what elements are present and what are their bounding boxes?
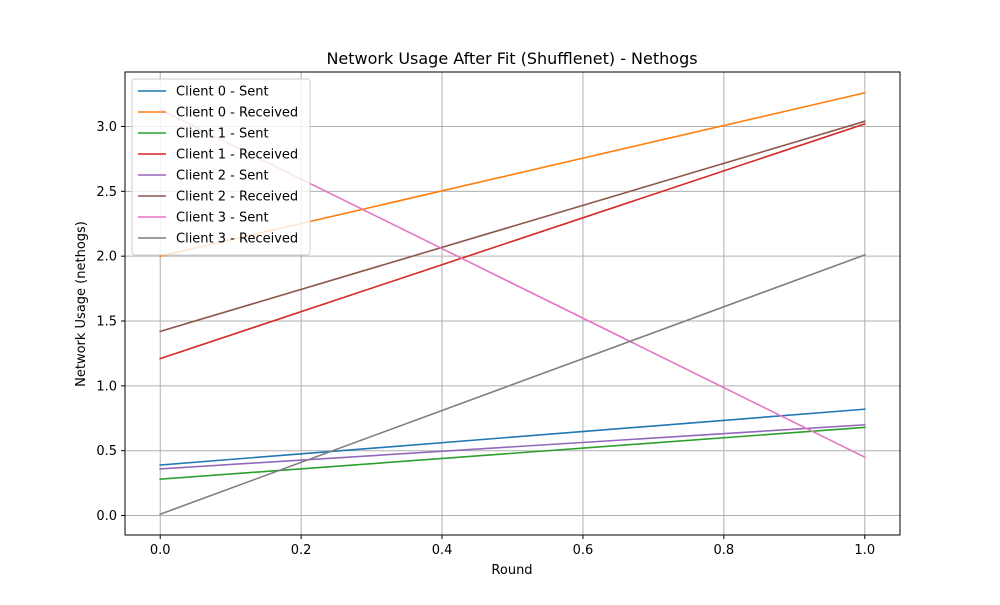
series-line-2 bbox=[159, 426, 866, 481]
y-tick-label: 1.0 bbox=[96, 379, 117, 394]
y-tick-label: 1.5 bbox=[96, 315, 117, 330]
x-tick-label: 0.0 bbox=[150, 543, 171, 558]
y-tick-label: 2.0 bbox=[96, 250, 117, 265]
y-axis: 0.0 0.5 1.0 1.5 2.0 2.5 3.0 bbox=[96, 120, 125, 524]
x-tick-label: 0.8 bbox=[714, 543, 735, 558]
x-tick-label: 0.6 bbox=[573, 543, 594, 558]
legend-label: Client 0 - Received bbox=[176, 106, 298, 121]
series-line-7 bbox=[159, 253, 866, 516]
x-tick-label: 0.2 bbox=[291, 543, 312, 558]
legend-label: Client 2 - Received bbox=[176, 190, 298, 205]
x-tick-label: 0.4 bbox=[432, 543, 453, 558]
legend-label: Client 1 - Sent bbox=[176, 127, 269, 142]
legend-label: Client 3 - Received bbox=[176, 232, 298, 247]
y-tick-label: 0.5 bbox=[96, 444, 117, 459]
legend-label: Client 2 - Sent bbox=[176, 169, 269, 184]
series-line-0 bbox=[159, 408, 866, 466]
series-line-5 bbox=[159, 120, 866, 333]
x-axis: 0.0 0.2 0.4 0.6 0.8 1.0 bbox=[150, 535, 875, 558]
y-axis-label: Network Usage (nethogs) bbox=[74, 221, 89, 387]
y-tick-label: 2.5 bbox=[96, 185, 117, 200]
plot-frame bbox=[124, 71, 901, 536]
y-tick-label: 0.0 bbox=[96, 509, 117, 524]
legend-label: Client 1 - Received bbox=[176, 148, 298, 163]
series-line-3 bbox=[159, 122, 866, 360]
legend-box bbox=[131, 78, 311, 256]
series-line-4 bbox=[159, 423, 866, 470]
series-layer bbox=[159, 91, 866, 516]
x-tick-label: 1.0 bbox=[854, 543, 875, 558]
legend-label: Client 0 - Sent bbox=[176, 85, 269, 100]
chart-title: Network Usage After Fit (Shufflenet) - N… bbox=[326, 49, 697, 68]
x-axis-label: Round bbox=[491, 563, 532, 578]
y-tick-label: 3.0 bbox=[96, 120, 117, 135]
legend-label: Client 3 - Sent bbox=[176, 211, 269, 226]
legend: Client 0 - Sent Client 0 - Received Client… bbox=[131, 78, 311, 256]
